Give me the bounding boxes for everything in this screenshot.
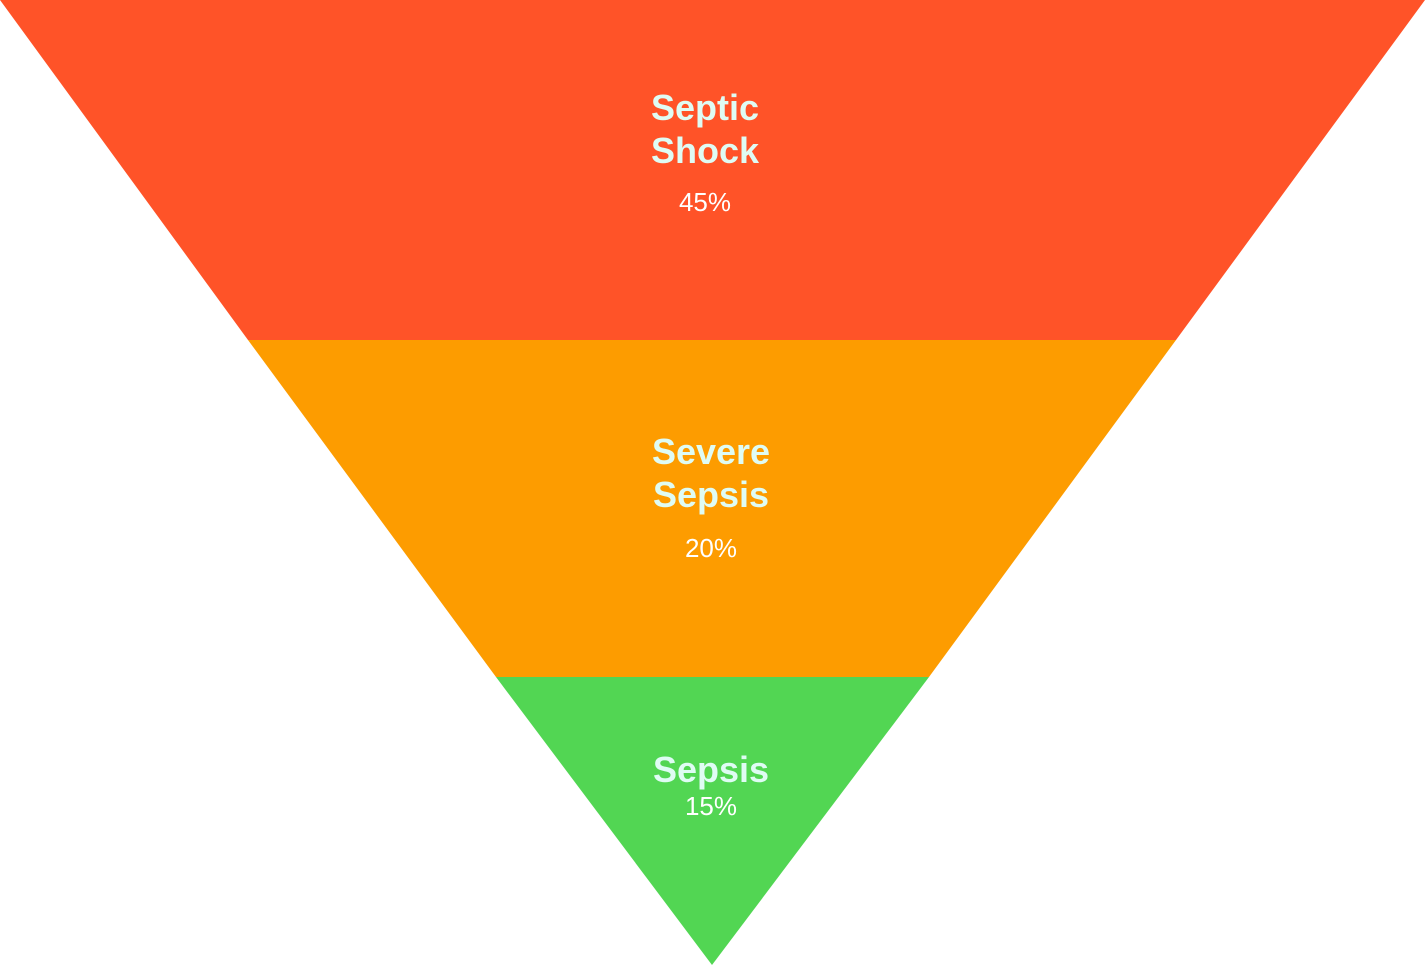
stage-sepsis-segment (496, 677, 929, 965)
stage-severe-sepsis-segment (248, 340, 1176, 677)
stage-septic-shock-segment (0, 0, 1425, 340)
